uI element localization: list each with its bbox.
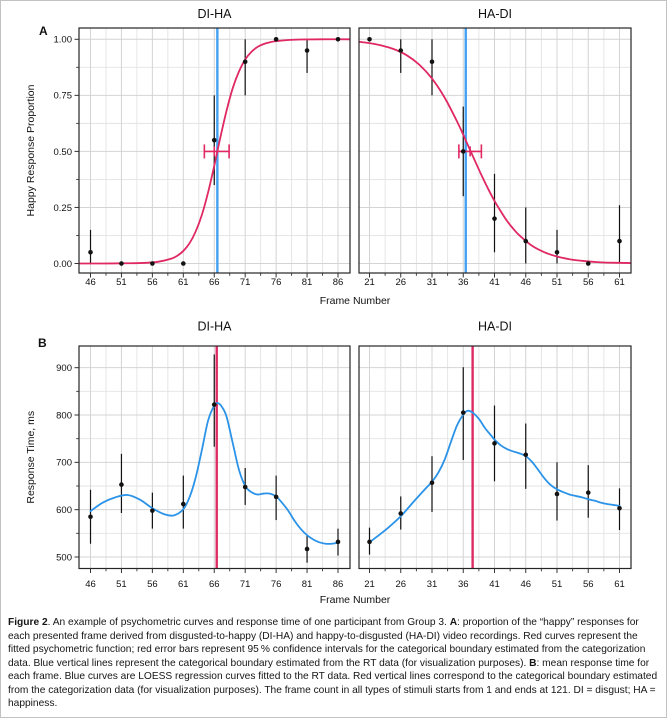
x-axis-ticks: 46 51 56 61 66 71 76 81 86 [85,273,343,288]
x-axis-ticks: 21 26 31 36 41 46 51 56 61 [364,568,625,590]
x-tick-label: 56 [147,579,158,590]
x-tick-label: 76 [271,277,282,288]
x-tick-label: 61 [178,579,189,590]
y-tick-label: 900 [56,363,72,374]
x-tick-label: 46 [520,277,531,288]
figure-caption: Figure 2. An example of psychometric cur… [8,616,660,711]
response-time-row: 46 51 56 61 66 71 76 81 86 500 600 700 800 900 DI-HA 21… [25,320,632,606]
data-points [367,36,622,266]
data-points [88,402,341,552]
caption-bold-segment: Figure 2 [8,617,48,628]
y-axis-title: Happy Response Proportion [25,84,37,216]
psychometric-curve [79,38,350,265]
x-tick-label: 51 [552,277,563,288]
x-tick-label: 61 [614,277,625,288]
x-tick-label: 86 [333,277,344,288]
x-tick-label: 21 [364,277,375,288]
x-tick-label: 71 [240,579,251,590]
panel-title: HA-DI [478,7,512,21]
caption-bold-segment: B [529,657,537,669]
x-tick-label: 81 [302,277,313,288]
caption-bold-segment: A [449,617,458,628]
x-axis-ticks: 21 26 31 36 41 46 51 56 61 [364,273,625,288]
x-tick-label: 31 [427,277,438,288]
y-tick-label: 0.75 [54,91,73,102]
x-tick-label: 26 [395,579,406,590]
x-tick-label: 81 [302,579,313,590]
panel-label-a: A [39,24,48,38]
caption-segment: : mean response time for each frame. Blu… [8,657,658,710]
x-tick-label: 31 [427,579,438,590]
y-tick-label: 500 [56,552,72,563]
x-axis-ticks: 46 51 56 61 66 71 76 81 86 [85,568,344,590]
x-tick-label: 56 [583,277,594,288]
y-tick-label: 1.00 [54,35,73,46]
panel-title: DI-HA [197,320,232,334]
caption-segment: . An example of psychometric curves and … [47,617,450,628]
loess-curve [89,402,339,545]
panel-title: DI-HA [197,7,232,21]
x-tick-label: 21 [364,579,375,590]
panel-a-di-ha: 46 51 56 61 66 71 76 81 86 0.00 0.25 0.50 0.75 1.00 DI… [54,7,351,288]
x-tick-label: 46 [85,579,96,590]
x-tick-label: 46 [85,277,96,288]
y-tick-label: 800 [56,410,72,421]
y-tick-label: 0.00 [54,259,73,270]
x-tick-label: 76 [271,579,282,590]
y-tick-label: 0.25 [54,203,73,214]
x-tick-label: 61 [178,277,189,288]
x-tick-label: 71 [240,277,251,288]
x-tick-label: 36 [458,579,469,590]
panel-title: HA-DI [478,320,512,334]
x-tick-label: 41 [489,579,500,590]
caption-segment: : proportion of the “happy” responses fo… [8,617,646,669]
panel-b-di-ha: 46 51 56 61 66 71 76 81 86 500 600 700 800 900 DI-HA [56,320,351,590]
y-tick-label: 700 [56,458,72,469]
y-axis-ticks: 500 600 700 800 900 [56,363,79,563]
x-tick-label: 51 [552,579,563,590]
y-axis-ticks: 0.00 0.25 0.50 0.75 1.00 [54,35,79,270]
data-points [88,36,341,266]
x-tick-label: 46 [520,579,531,590]
x-axis-title: Frame Number [320,295,391,307]
x-tick-label: 66 [209,277,220,288]
panel-b-ha-di: 21 26 31 36 41 46 51 56 61 HA-DI [358,320,632,590]
psychometric-row: 46 51 56 61 66 71 76 81 86 0.00 0.25 0.50 0.75 1.00 DI… [25,7,632,307]
x-axis-title: Frame Number [320,594,391,606]
panel-a-ha-di: 21 26 31 36 41 46 51 56 61 HA-DI [358,7,632,288]
y-tick-label: 0.50 [54,147,73,158]
y-axis-title: Response Time, ms [25,411,37,504]
x-tick-label: 36 [458,277,469,288]
x-tick-label: 61 [614,579,625,590]
x-tick-label: 56 [583,579,594,590]
y-tick-label: 600 [56,505,72,516]
x-tick-label: 51 [116,579,127,590]
x-tick-label: 26 [395,277,406,288]
x-tick-label: 56 [147,277,158,288]
x-tick-label: 41 [489,277,500,288]
x-tick-label: 86 [333,579,344,590]
x-tick-label: 66 [209,579,220,590]
psychometric-curve [359,40,631,264]
data-points [367,410,622,545]
x-tick-label: 51 [116,277,127,288]
boundary-ci-bar [203,144,230,159]
panel-label-b: B [38,336,47,350]
chart-area: A B 46 51 56 61 66 71 76 81 86 0.00 0.25 0.50 0.75 1.… [1,1,666,613]
